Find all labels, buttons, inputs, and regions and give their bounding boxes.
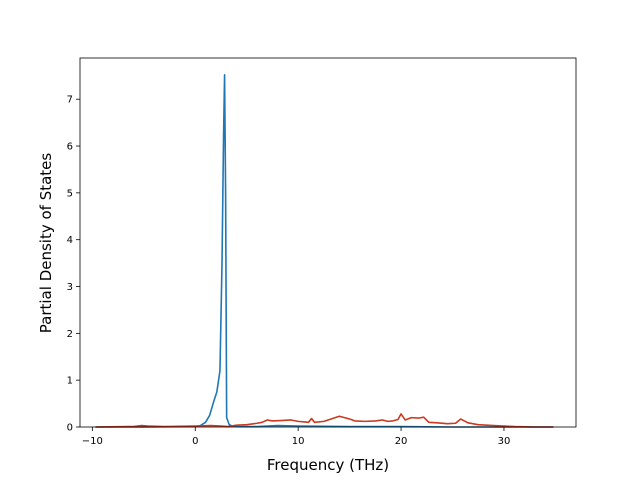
y-tick-label: 3 — [67, 282, 73, 293]
y-tick-label: 5 — [67, 188, 73, 199]
y-tick-label: 2 — [67, 329, 73, 340]
series-line-1 — [95, 74, 554, 428]
x-tick-label: 0 — [192, 436, 198, 447]
x-tick-label: 30 — [498, 436, 511, 447]
series-line-2 — [95, 413, 554, 428]
plot-frame — [79, 57, 577, 428]
y-axis-label: Partial Density of States — [37, 153, 55, 334]
y-tick-label: 7 — [67, 95, 73, 106]
x-axis-ticks: −10 0 10 20 30 — [82, 427, 511, 447]
y-tick-label: 0 — [67, 423, 73, 434]
y-axis-ticks: 0 1 2 3 4 5 6 7 — [67, 95, 80, 434]
y-tick-label: 1 — [67, 376, 73, 387]
x-tick-label: 20 — [395, 436, 408, 447]
y-tick-label: 6 — [67, 142, 73, 153]
series-layer — [95, 74, 554, 428]
x-axis-label: Frequency (THz) — [267, 456, 389, 474]
x-tick-label: 10 — [292, 436, 305, 447]
x-tick-label: −10 — [82, 436, 103, 447]
y-tick-label: 4 — [67, 235, 73, 246]
